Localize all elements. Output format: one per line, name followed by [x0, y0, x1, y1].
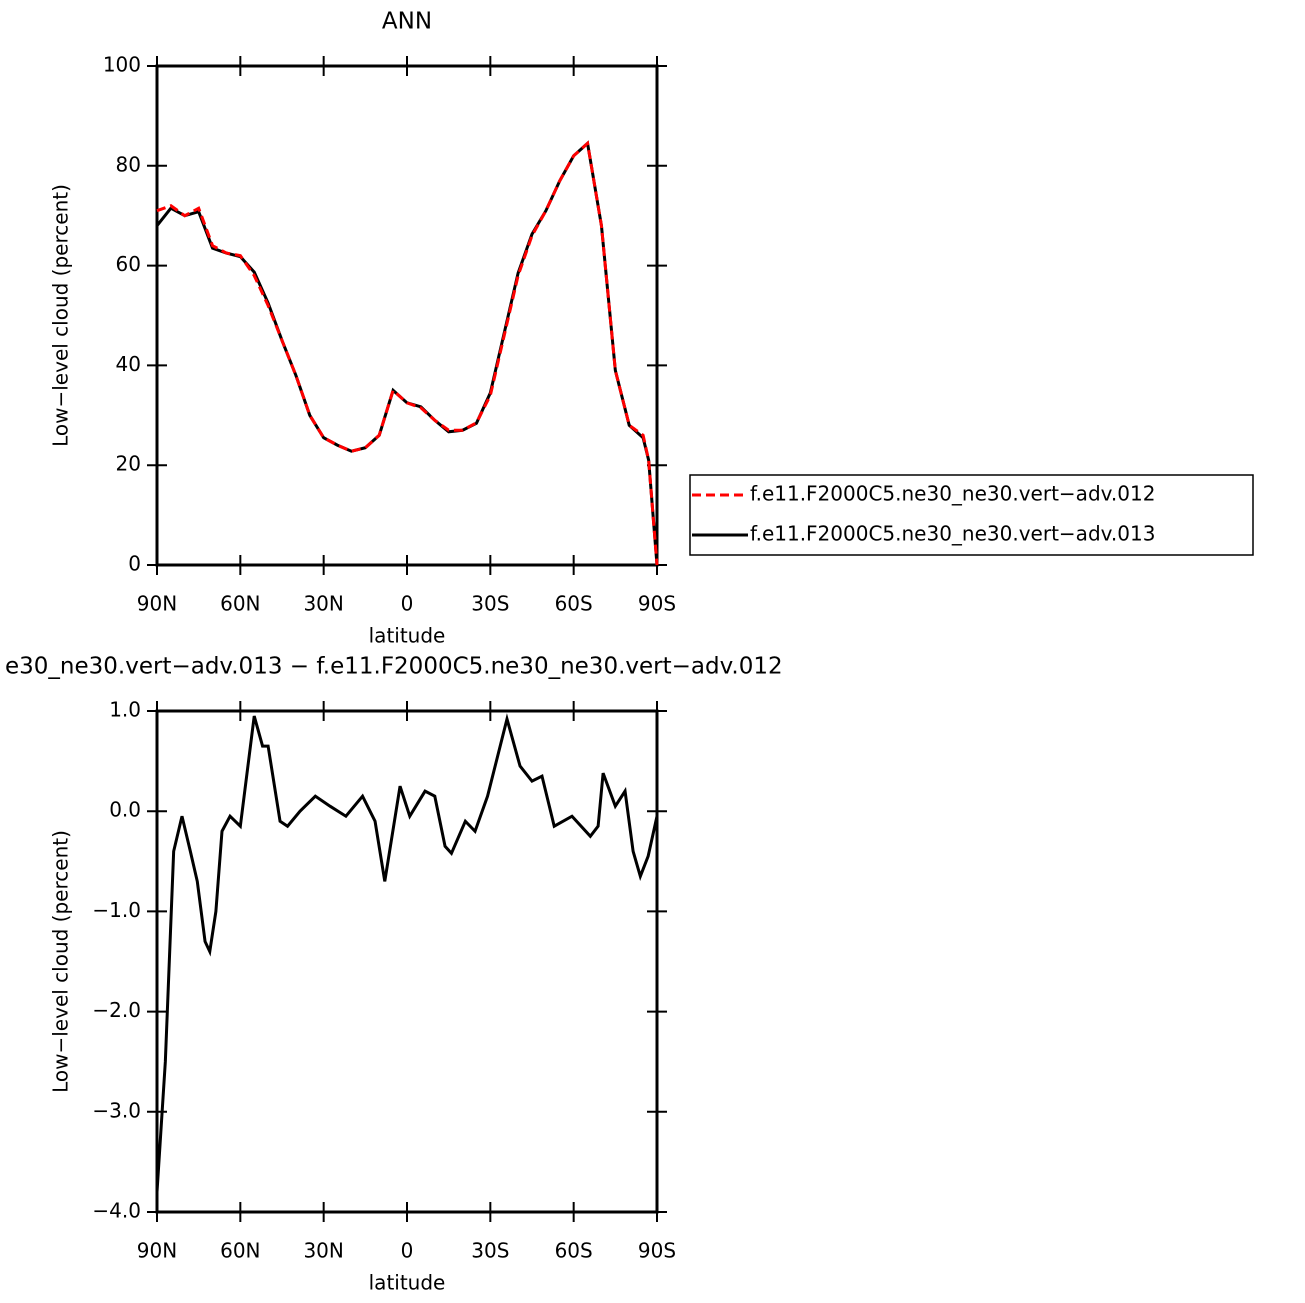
x-tick-label: 30N [303, 592, 343, 616]
y-tick-label: 1.0 [109, 698, 141, 722]
y-tick-label: 20 [116, 452, 141, 476]
legend-label: f.e11.F2000C5.ne30_ne30.vert−adv.013 [750, 522, 1155, 546]
y-tick-label: 80 [116, 152, 141, 176]
x-tick-label: 90N [137, 1239, 177, 1263]
legend-box [689, 474, 1254, 556]
y-tick-label: −3.0 [92, 1098, 141, 1122]
y-axis-label: Low−level cloud (percent) [49, 830, 73, 1093]
y-tick-label: 100 [103, 53, 141, 77]
x-tick-label: 60N [220, 1239, 260, 1263]
x-tick-label: 90S [638, 592, 676, 616]
y-tick-label: 40 [116, 352, 141, 376]
legend-label: f.e11.F2000C5.ne30_ne30.vert−adv.012 [750, 482, 1155, 506]
x-tick-label: 30N [303, 1239, 343, 1263]
plot-frame [155, 709, 659, 1214]
x-tick-label: 90S [638, 1239, 676, 1263]
x-tick-label: 60N [220, 592, 260, 616]
y-tick-label: −1.0 [92, 898, 141, 922]
x-axis-label: latitude [369, 1271, 446, 1295]
plot-frame [155, 64, 659, 567]
x-tick-label: 0 [401, 1239, 414, 1263]
y-tick-label: 60 [116, 252, 141, 276]
data-line [155, 140, 659, 566]
chart-title: e30_ne30.vert−adv.013 − f.e11.F2000C5.ne… [5, 654, 783, 680]
x-tick-label: 60S [555, 1239, 593, 1263]
y-tick-label: 0.0 [109, 798, 141, 822]
y-tick-label: 0 [128, 552, 141, 576]
data-line [155, 713, 659, 1193]
y-tick-label: −4.0 [92, 1199, 141, 1223]
x-tick-label: 30S [471, 1239, 509, 1263]
x-axis-label: latitude [369, 624, 446, 648]
y-tick-label: −2.0 [92, 998, 141, 1022]
data-line [156, 140, 659, 566]
x-tick-label: 30S [471, 592, 509, 616]
y-axis-label: Low−level cloud (percent) [49, 184, 73, 447]
chart-title: ANN [382, 9, 432, 35]
x-tick-label: 90N [137, 592, 177, 616]
x-tick-label: 0 [401, 592, 414, 616]
x-tick-label: 60S [555, 592, 593, 616]
